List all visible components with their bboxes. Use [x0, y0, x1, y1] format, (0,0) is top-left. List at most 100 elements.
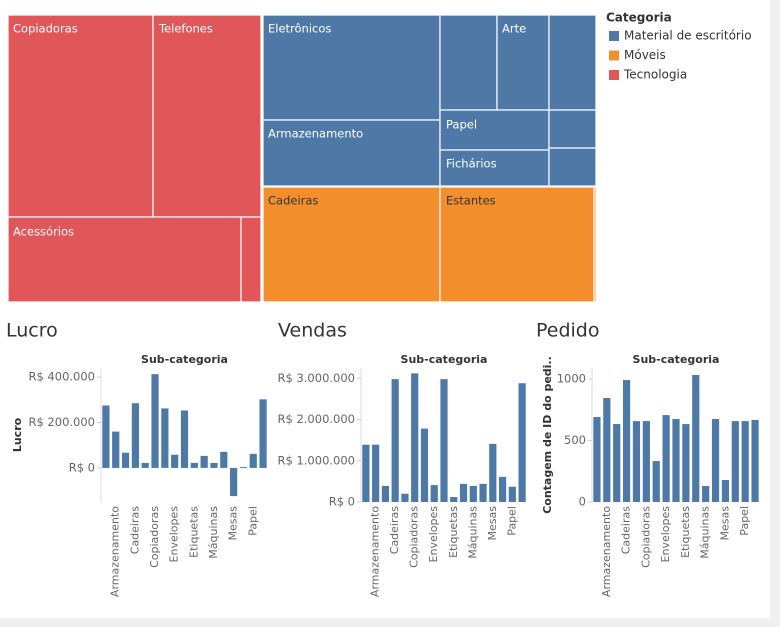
tile[interactable] — [7, 216, 242, 303]
y-tick-label: R$ 0 — [69, 460, 95, 474]
chart-title: Vendas — [278, 320, 347, 342]
tile[interactable] — [548, 147, 597, 187]
legend-label: Móveis — [624, 48, 666, 62]
bar — [112, 431, 120, 468]
x-tick-label: Etiquetas — [679, 506, 692, 558]
tile[interactable] — [262, 14, 441, 121]
bar — [662, 415, 670, 502]
bar — [230, 467, 238, 497]
tile[interactable] — [240, 216, 262, 303]
bar — [622, 380, 631, 502]
bar — [121, 452, 130, 468]
tile[interactable] — [7, 14, 154, 218]
y-tick-label: R$ 2.000.000 — [278, 412, 356, 426]
x-tick-label: Envelopes — [168, 506, 181, 563]
bar — [440, 379, 448, 502]
bar — [171, 454, 179, 468]
legend-swatch — [609, 31, 619, 41]
tile-label: Eletrônicos — [268, 22, 331, 36]
x-tick-label: Armazenamento — [600, 506, 613, 597]
x-tick-label: Armazenamento — [109, 506, 122, 597]
bar — [479, 483, 487, 502]
y-tick-label: 1000 — [557, 372, 586, 386]
bar-chart: Lucro Sub-categoria Lucro R$ 0 R$ 200.000 R$ … — [6, 320, 267, 597]
bar — [642, 421, 650, 502]
x-tick-label: Papel — [738, 506, 751, 536]
tile[interactable] — [262, 186, 441, 303]
bar — [381, 485, 390, 502]
tile[interactable] — [548, 14, 597, 111]
y-tick-label: R$ 3.000.000 — [278, 371, 356, 385]
tile-label: Copiadoras — [13, 22, 78, 36]
tile[interactable] — [152, 14, 262, 218]
tile[interactable] — [439, 14, 498, 111]
y-tick-label: R$ 200.000 — [28, 415, 95, 429]
bar — [141, 462, 149, 468]
bar-chart: Vendas Sub-categoria R$ 0 R$ 1.000.000 R$ 2.… — [278, 320, 526, 597]
x-tick-label: Copiadoras — [408, 506, 421, 568]
x-tick-label: Armazenamento — [369, 506, 382, 597]
bar — [682, 424, 690, 502]
bar — [741, 421, 749, 502]
x-tick-label: Etiquetas — [447, 506, 460, 558]
treemap: Copiadoras Telefones Acessórios Eletrôni… — [7, 14, 597, 303]
axis-header: Sub-categoria — [633, 353, 720, 366]
x-tick-label: Máquinas — [207, 506, 220, 559]
x-tick-label: Papel — [246, 506, 259, 536]
bar — [362, 444, 370, 502]
bar — [200, 455, 208, 468]
bar — [593, 417, 601, 502]
bar — [430, 485, 438, 502]
x-tick-label: Copiadoras — [639, 506, 652, 568]
bar — [220, 451, 228, 468]
x-tick-label: Máquinas — [466, 506, 479, 559]
bar — [652, 461, 660, 502]
x-tick-label: Mesas — [486, 506, 499, 541]
bar-chart: Pedido Sub-categoria Contagem de ID do ped… — [536, 320, 759, 597]
bar — [518, 383, 526, 502]
y-tick-label: 500 — [564, 433, 586, 447]
bar — [151, 374, 159, 468]
bar — [711, 419, 720, 502]
legend-swatch — [609, 70, 619, 80]
tile[interactable] — [439, 149, 550, 187]
bar — [498, 476, 507, 502]
bar — [259, 399, 267, 468]
legend-title: Categoria — [606, 11, 672, 25]
legend: Categoria Material de escritório Móveis Te… — [606, 11, 752, 82]
tile-label: Fichários — [446, 157, 497, 171]
bar — [459, 483, 468, 502]
tile-label: Telefones — [158, 22, 213, 36]
bar — [469, 485, 477, 502]
chart-title: Pedido — [536, 320, 600, 342]
tile-label: Armazenamento — [268, 127, 363, 141]
tile[interactable] — [439, 186, 595, 303]
x-tick-label: Envelopes — [659, 506, 672, 563]
bar — [721, 479, 730, 502]
bar — [751, 420, 759, 502]
tile[interactable] — [262, 119, 441, 187]
bar — [131, 403, 139, 468]
bar — [372, 444, 380, 502]
x-tick-label: Mesas — [227, 506, 240, 541]
bar — [508, 486, 516, 502]
tile[interactable] — [548, 109, 597, 149]
tile-label: Papel — [446, 118, 477, 132]
y-axis-label: Contagem de ID do pedi.. — [541, 356, 554, 514]
tile-label: Acessórios — [13, 225, 74, 239]
x-tick-label: Etiquetas — [187, 506, 200, 558]
legend-label: Tecnologia — [623, 68, 687, 82]
bar — [613, 424, 621, 502]
bar — [401, 493, 409, 502]
legend-label: Material de escritório — [624, 29, 752, 43]
bar — [702, 486, 710, 502]
x-tick-label: Copiadoras — [148, 506, 161, 568]
y-tick-label: R$ 0 — [329, 495, 355, 509]
tile-label: Estantes — [446, 194, 496, 208]
bar — [489, 443, 497, 502]
x-tick-label: Envelopes — [427, 506, 440, 563]
tile[interactable] — [593, 186, 597, 303]
y-tick-label: R$ 400.000 — [28, 370, 95, 384]
bar — [603, 397, 611, 502]
